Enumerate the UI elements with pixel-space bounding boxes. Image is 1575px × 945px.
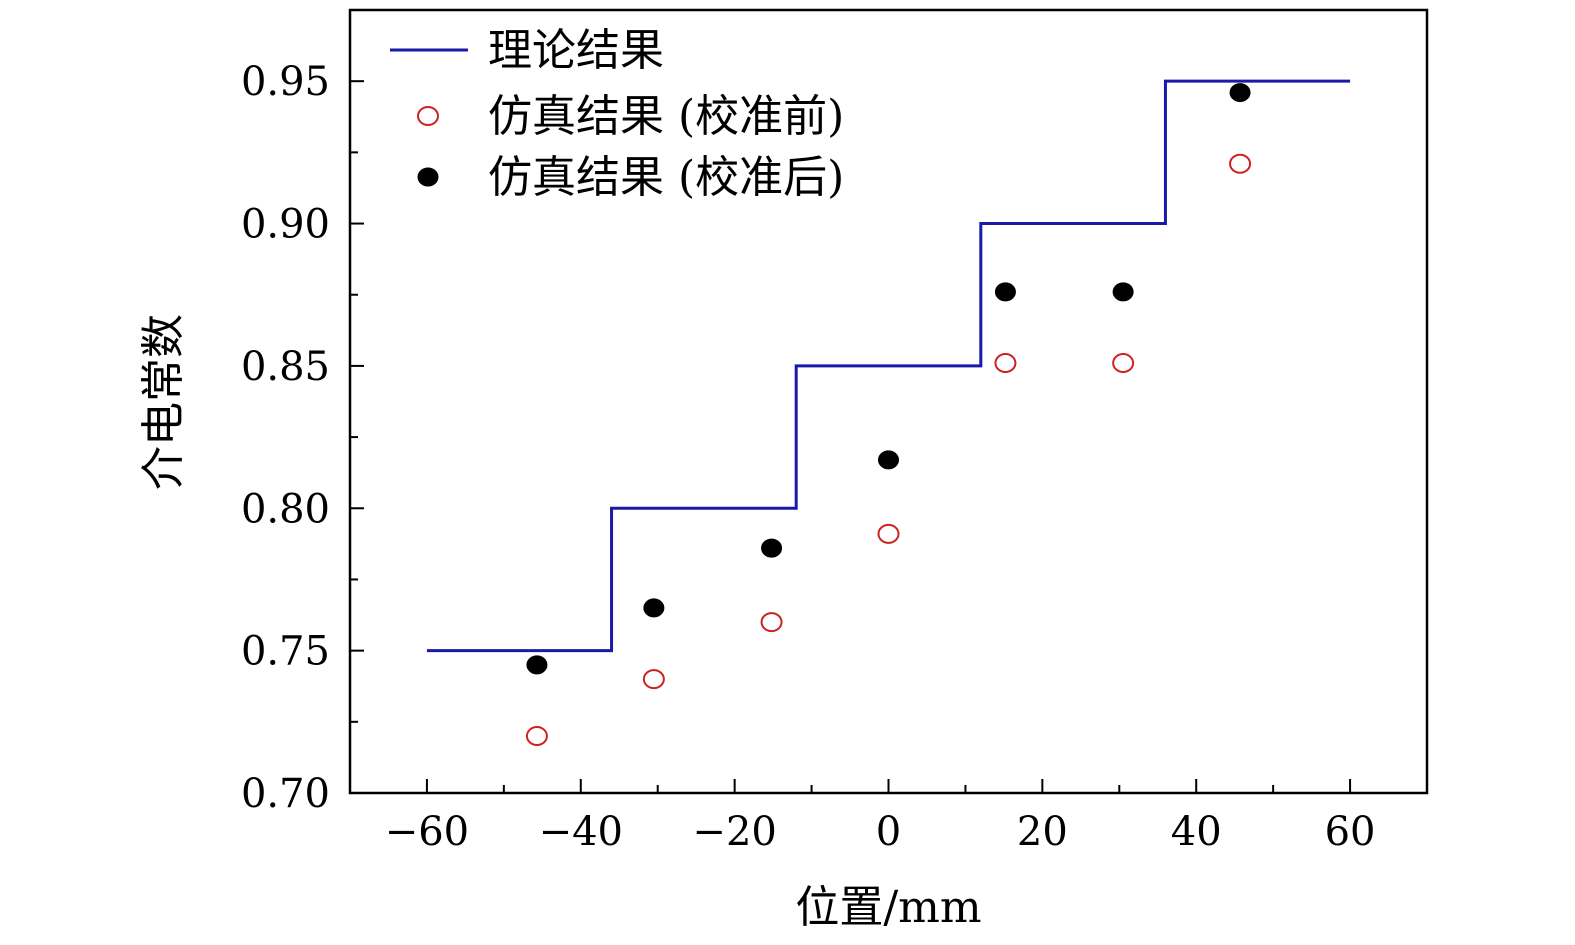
y-tick-label: 0.70: [241, 771, 330, 817]
data-point-before-calibration: [760, 612, 783, 633]
x-tick-label: −40: [539, 809, 623, 855]
y-axis-title: 介电常数: [138, 314, 189, 490]
x-tick-label: 60: [1325, 809, 1376, 855]
y-tick-label: 0.90: [241, 202, 330, 248]
data-point-after-calibration: [526, 655, 548, 675]
legend-label: 仿真结果 (校准后): [488, 152, 844, 203]
data-point-after-calibration: [1112, 282, 1134, 302]
y-tick-label: 0.80: [241, 486, 330, 532]
data-point-before-calibration: [877, 523, 900, 544]
data-point-before-calibration: [1229, 153, 1252, 174]
data-point-before-calibration: [642, 669, 665, 690]
data-point-after-calibration: [878, 450, 899, 470]
legend-label: 仿真结果 (校准前): [488, 91, 844, 142]
data-point-before-calibration: [525, 726, 548, 747]
x-tick-label: 0: [876, 809, 901, 855]
y-tick-label: 0.85: [241, 344, 330, 390]
series-line-theoretical: [426, 79, 1351, 653]
y-tick-label: 0.95: [241, 59, 330, 105]
x-tick-label: −20: [692, 809, 776, 855]
legend-swatch-marker: [417, 167, 439, 187]
y-tick-label: 0.75: [241, 629, 330, 675]
data-point-before-calibration: [994, 353, 1017, 374]
x-tick-label: 40: [1171, 809, 1222, 855]
x-tick-label: 20: [1017, 809, 1068, 855]
data-point-after-calibration: [1229, 83, 1251, 103]
data-point-after-calibration: [994, 282, 1016, 302]
x-tick-label: −60: [385, 809, 469, 855]
data-point-after-calibration: [643, 598, 665, 618]
data-point-before-calibration: [1112, 353, 1135, 374]
data-point-after-calibration: [761, 538, 783, 558]
x-axis-title: 位置/mm: [795, 882, 981, 933]
legend-swatch-marker: [417, 106, 439, 126]
legend-label: 理论结果: [488, 25, 664, 76]
